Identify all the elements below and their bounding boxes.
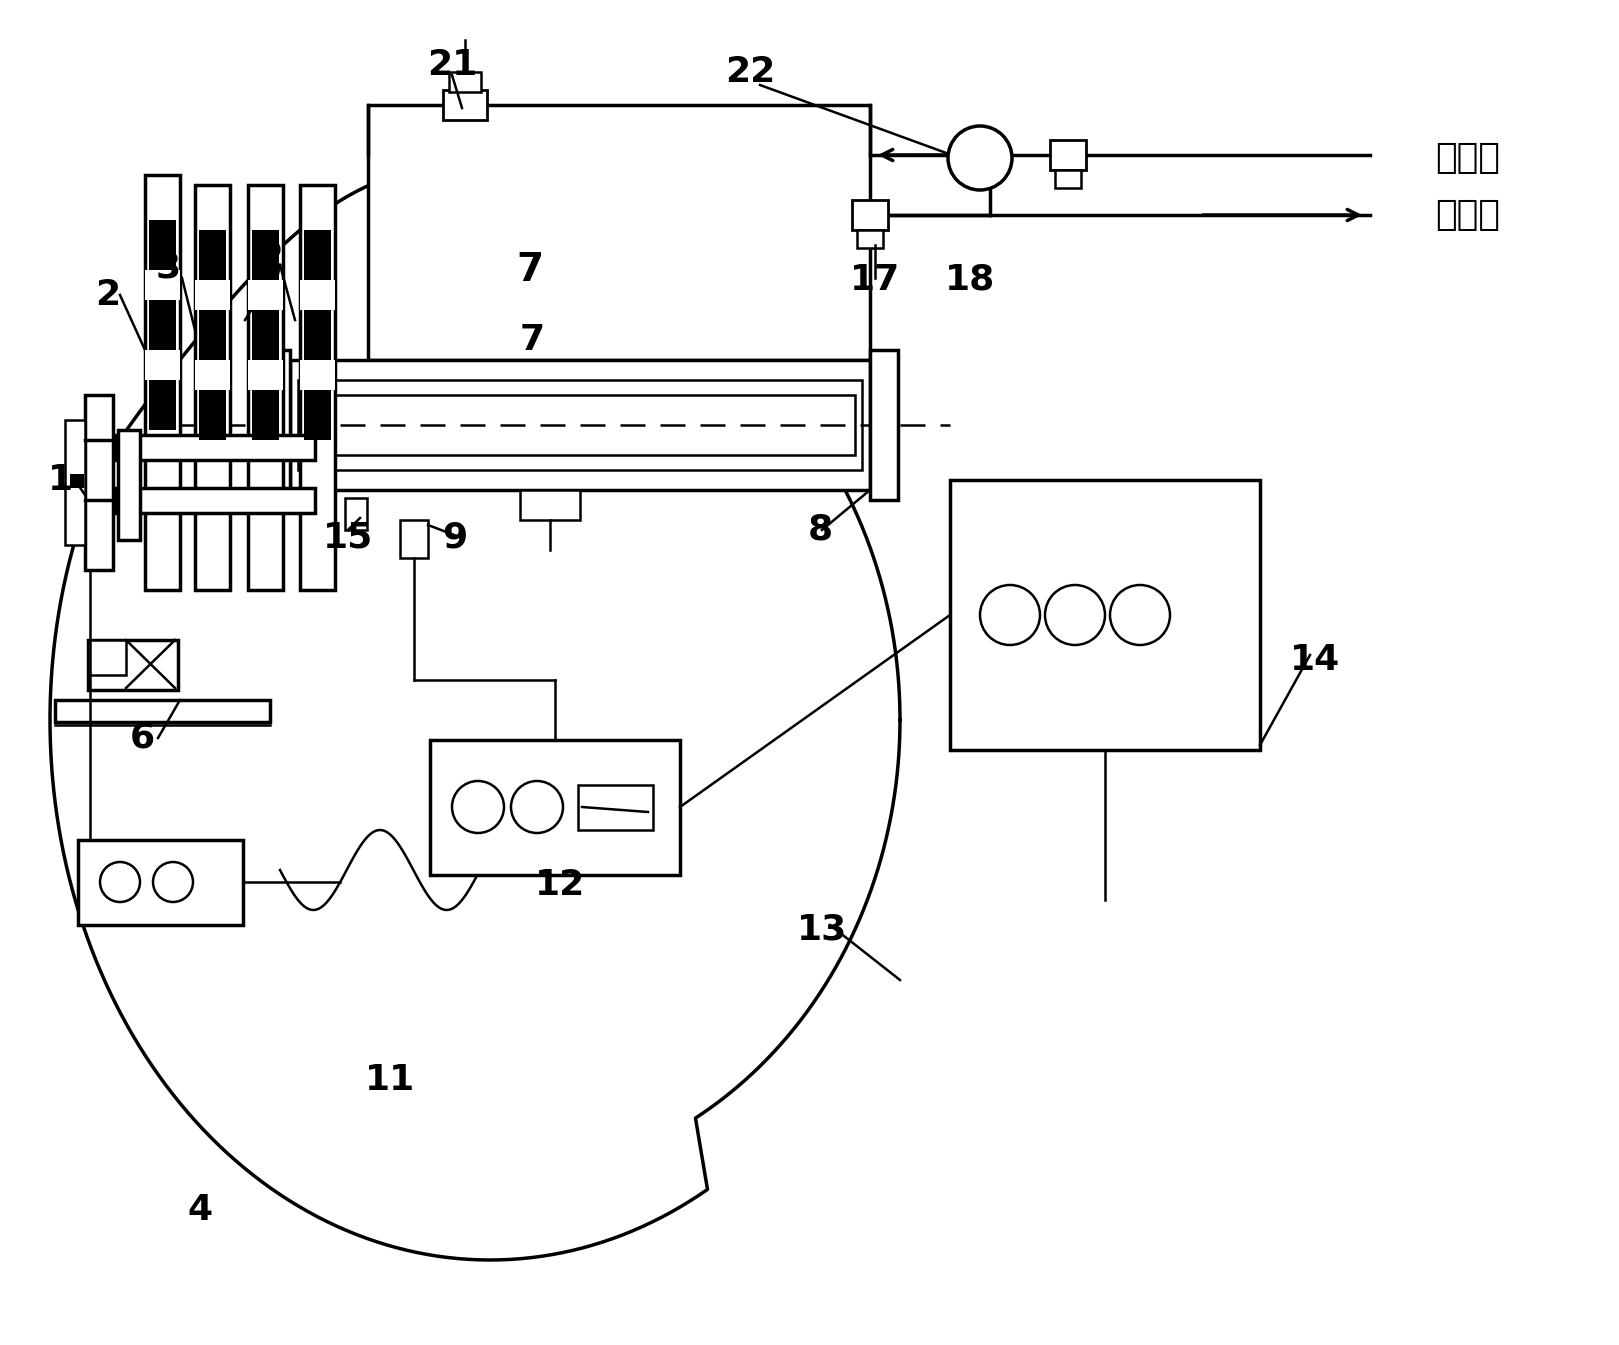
Circle shape [100, 862, 139, 902]
Bar [78, 841, 243, 925]
Text: 12: 12 [534, 868, 584, 902]
Text: 9: 9 [442, 521, 468, 555]
Text: 11: 11 [364, 1063, 414, 1098]
Bar [444, 90, 487, 120]
Bar [115, 488, 316, 512]
Bar [304, 395, 855, 455]
Text: 14: 14 [1290, 643, 1341, 677]
Bar [290, 360, 869, 490]
Circle shape [949, 126, 1012, 190]
Bar [1056, 169, 1081, 188]
Bar [253, 230, 278, 280]
Bar [86, 395, 113, 570]
Text: 18: 18 [945, 264, 996, 297]
Bar [194, 360, 230, 390]
Text: 17: 17 [850, 264, 900, 297]
Bar [852, 200, 887, 230]
Bar [199, 390, 227, 440]
Text: 21: 21 [427, 48, 478, 82]
Text: 3: 3 [155, 252, 181, 285]
Bar [856, 230, 882, 247]
Text: 8: 8 [808, 512, 832, 547]
Circle shape [1111, 585, 1171, 646]
Bar [194, 186, 230, 590]
Bar [194, 280, 230, 309]
Bar [298, 381, 861, 469]
Bar [248, 186, 283, 590]
Bar [87, 640, 178, 690]
Bar [87, 640, 126, 675]
Bar [70, 473, 84, 488]
Text: 2: 2 [96, 278, 120, 312]
Bar [253, 390, 278, 440]
Bar [869, 350, 899, 500]
Text: 4: 4 [188, 1193, 212, 1227]
Text: 出气口: 出气口 [1434, 198, 1499, 231]
Bar [149, 381, 176, 430]
Text: 1: 1 [47, 463, 73, 498]
Bar [400, 521, 427, 558]
Circle shape [154, 862, 193, 902]
Text: 5: 5 [257, 231, 283, 265]
Bar [118, 430, 139, 539]
Bar [300, 280, 335, 309]
Bar [1051, 140, 1086, 169]
Bar [448, 73, 481, 91]
Bar [262, 350, 290, 500]
Bar [431, 740, 680, 876]
Bar [368, 105, 869, 360]
Bar [304, 230, 330, 280]
Bar [950, 480, 1260, 751]
Text: 22: 22 [725, 55, 776, 89]
Bar [199, 309, 227, 360]
Circle shape [512, 781, 563, 833]
Bar [304, 309, 330, 360]
Text: 15: 15 [322, 521, 372, 555]
Bar [149, 221, 176, 270]
Bar [146, 350, 180, 381]
Bar [248, 360, 283, 390]
Bar [578, 785, 652, 830]
Circle shape [1044, 585, 1106, 646]
Text: 7: 7 [516, 252, 544, 289]
Text: 7: 7 [520, 323, 544, 356]
Bar [253, 309, 278, 360]
Bar [304, 390, 330, 440]
Text: 进气口: 进气口 [1434, 141, 1499, 175]
Bar [520, 490, 580, 521]
Bar [55, 699, 270, 722]
Bar [149, 300, 176, 350]
Bar [65, 420, 86, 545]
Circle shape [979, 585, 1039, 646]
Bar [248, 280, 283, 309]
Bar [146, 270, 180, 300]
Circle shape [452, 781, 504, 833]
Bar [345, 498, 368, 530]
Text: 6: 6 [130, 721, 154, 755]
Bar [300, 360, 335, 390]
Bar [115, 434, 316, 460]
Bar [146, 175, 180, 590]
Bar [300, 186, 335, 590]
Bar [199, 230, 227, 280]
Text: 13: 13 [797, 913, 847, 947]
